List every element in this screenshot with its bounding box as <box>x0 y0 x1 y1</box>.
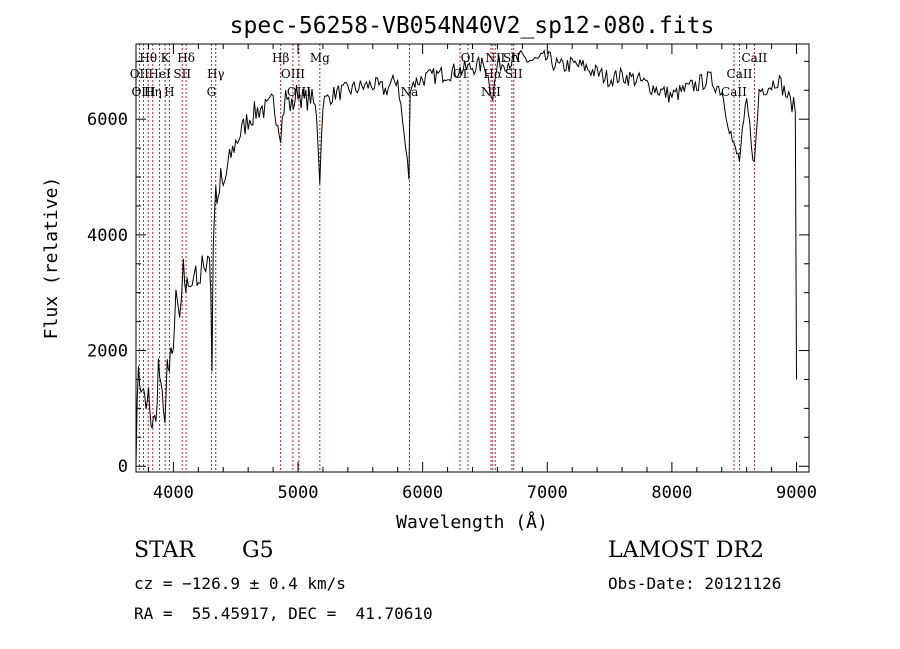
line-label: CaII <box>727 67 753 81</box>
spectral-subclass: G5 <box>242 538 274 563</box>
y-tick-label: 4000 <box>87 226 128 246</box>
spectral-line-markers <box>138 44 755 472</box>
redshift-cz: cz = −126.9 ± 0.4 km/s <box>134 574 346 593</box>
line-label: NII <box>481 85 501 99</box>
x-axis-label: Wavelength (Å) <box>396 511 548 533</box>
chart-title: spec-56258-VB054N40V2_sp12-080.fits <box>230 13 715 39</box>
line-label: SII <box>505 67 523 81</box>
flux-series-line <box>135 49 797 465</box>
y-axis-label: Flux (relative) <box>41 177 62 340</box>
line-label: Mg <box>310 51 330 65</box>
line-label: OI <box>461 51 476 65</box>
object-class: STAR <box>134 538 195 563</box>
plot-frame <box>135 43 810 473</box>
line-label: Hδ <box>177 51 195 65</box>
line-label: G <box>207 85 217 99</box>
y-tick-label: 0 <box>118 457 128 477</box>
survey-name: LAMOST DR2 <box>608 538 764 563</box>
coordinates: RA = 55.45917, DEC = 41.70610 <box>134 604 433 623</box>
line-label: Hβ <box>272 51 289 65</box>
line-label: HeI <box>148 67 171 81</box>
line-label: OIII <box>281 67 305 81</box>
line-label: SII <box>173 67 191 81</box>
x-tick-label: 6000 <box>402 483 443 503</box>
line-label: Hθ <box>139 51 157 65</box>
line-label: OII <box>130 67 150 81</box>
x-tick-label: 7000 <box>527 483 568 503</box>
x-tick-label: 4000 <box>153 483 194 503</box>
line-label: NII <box>485 51 505 65</box>
x-tick-label: 8000 <box>651 483 692 503</box>
line-label: Na <box>401 85 419 99</box>
line-label: OI <box>453 67 468 81</box>
x-tick-label: 9000 <box>776 483 817 503</box>
y-tick-label: 2000 <box>87 342 128 362</box>
line-label: K <box>161 51 171 65</box>
line-label: Hγ <box>207 67 225 81</box>
line-label: H <box>164 85 174 99</box>
x-axis: 4000 5000 6000 7000 8000 9000 <box>147 44 817 503</box>
line-label: CaII <box>721 85 747 99</box>
line-label: Hη <box>144 85 162 99</box>
y-axis: 0 2000 4000 6000 <box>87 60 809 477</box>
line-label: OIII <box>131 85 155 99</box>
line-label: CaII <box>741 51 767 65</box>
x-tick-label: 5000 <box>278 483 319 503</box>
y-tick-label: 6000 <box>87 110 128 130</box>
observation-date: Obs-Date: 20121126 <box>608 574 782 593</box>
